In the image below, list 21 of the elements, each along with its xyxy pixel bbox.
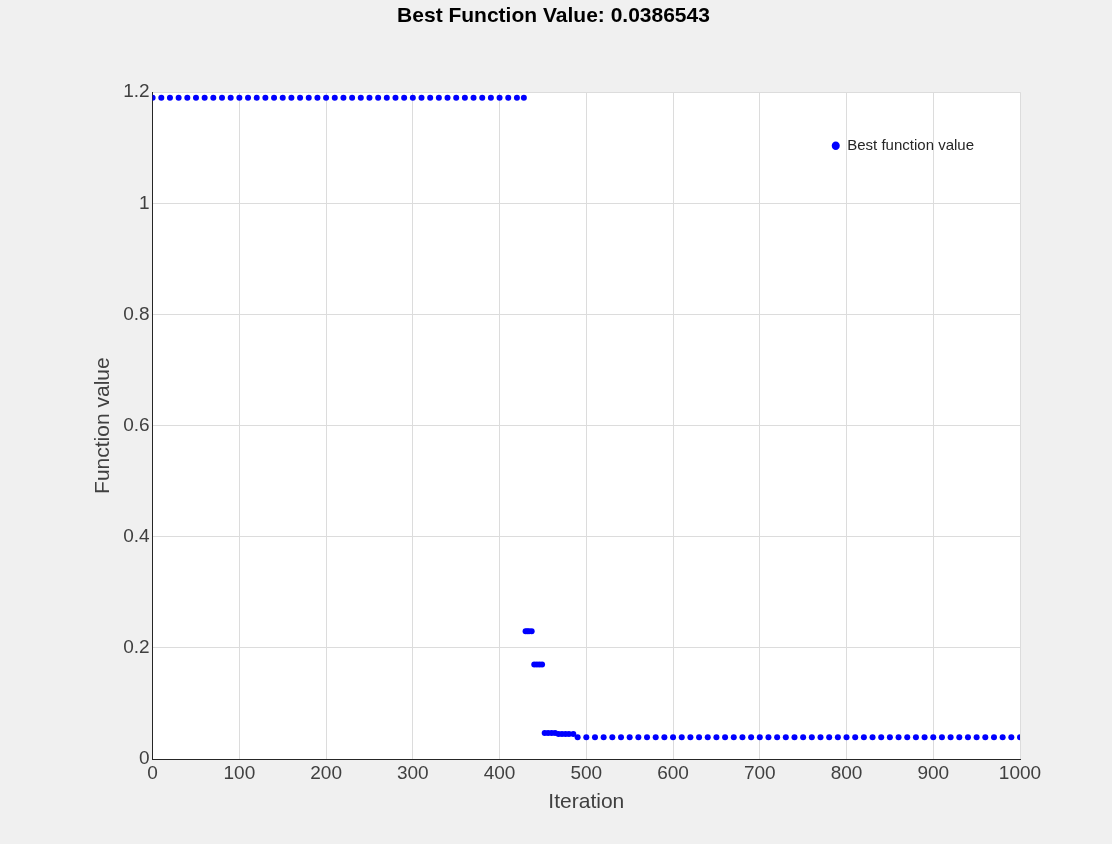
- x-tick-label: 800: [830, 761, 863, 783]
- x-tick-label: 500: [570, 761, 603, 783]
- x-tick-label: 300: [396, 761, 429, 783]
- x-axis-title: Iteration: [548, 789, 625, 813]
- x-tick-label: 1000: [998, 761, 1042, 783]
- y-tick-label: 0.4: [123, 524, 151, 546]
- y-tick-label: 1: [139, 191, 150, 213]
- x-tick-label: 700: [743, 761, 776, 783]
- chart-title: Best Function Value: 0.0386543: [397, 3, 710, 27]
- x-tick-label: 100: [223, 761, 256, 783]
- x-tick-label: 900: [917, 761, 950, 783]
- y-axis-title: Function value: [90, 357, 114, 494]
- y-tick-label: 0.8: [123, 302, 150, 324]
- x-tick-label: 600: [657, 761, 689, 783]
- x-tick-label: 400: [483, 761, 516, 783]
- legend-label: Best function value: [847, 135, 974, 153]
- y-tick-label: 0.2: [123, 636, 150, 658]
- y-tick-label: 1.2: [123, 80, 150, 102]
- y-tick-label: 0: [139, 747, 150, 769]
- x-tick-label: 200: [310, 761, 342, 783]
- y-tick-label: 0.6: [123, 413, 150, 435]
